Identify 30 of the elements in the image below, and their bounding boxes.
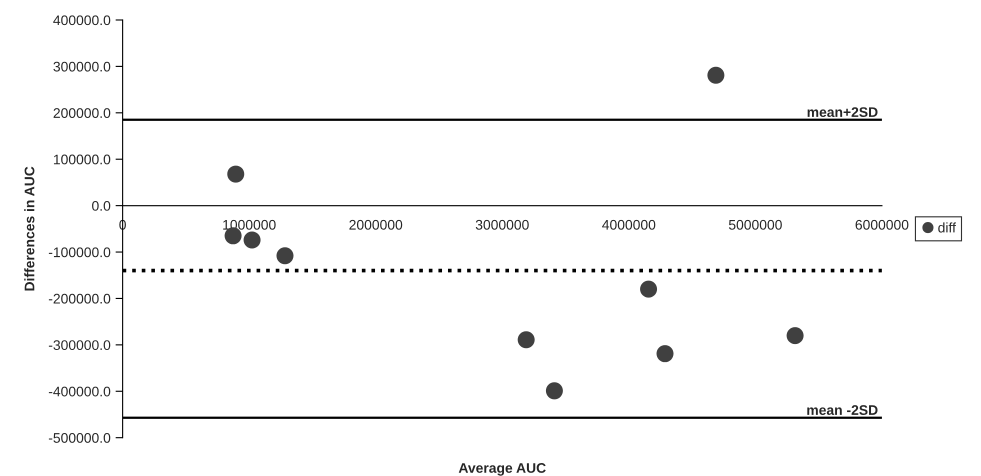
- point: [244, 231, 261, 248]
- point: [546, 382, 563, 400]
- y-tick-label: -500000.0: [48, 433, 110, 443]
- ref-line-label: mean+2SD: [808, 107, 878, 118]
- y-tick-label: 0.0: [92, 200, 110, 211]
- x-tick-label: 4000000: [602, 220, 656, 230]
- x-axis-title: Average AUC: [458, 463, 546, 476]
- point: [640, 280, 658, 298]
- y-tick-label: 200000.0: [54, 108, 110, 118]
- point: [656, 345, 674, 362]
- x-tick-label: 1000000: [223, 220, 276, 230]
- point: [227, 166, 244, 183]
- y-tick-label: -400000.0: [48, 386, 110, 396]
- x-tick-label: 5000000: [728, 220, 782, 230]
- point: [276, 247, 294, 264]
- y-tick-label: 100000.0: [54, 154, 110, 164]
- ref-line-label: mean -2SD: [807, 405, 878, 415]
- y-axis-title: Differences in AUC: [24, 166, 34, 291]
- legend-label: diff: [938, 222, 956, 233]
- x-tick-label: 6000000: [856, 220, 908, 230]
- y-tick-label: -100000.0: [48, 247, 110, 258]
- x-tick-label: 3000000: [476, 220, 529, 230]
- point: [707, 66, 724, 84]
- y-tick-label: 300000.0: [53, 62, 110, 72]
- y-tick-label: -300000.0: [48, 340, 110, 350]
- x-tick-label: 2000000: [349, 220, 402, 230]
- point: [786, 327, 804, 344]
- point: [518, 331, 535, 348]
- y-tick-label: 400000.0: [53, 15, 110, 26]
- y-tick-label: -200000.0: [48, 294, 110, 304]
